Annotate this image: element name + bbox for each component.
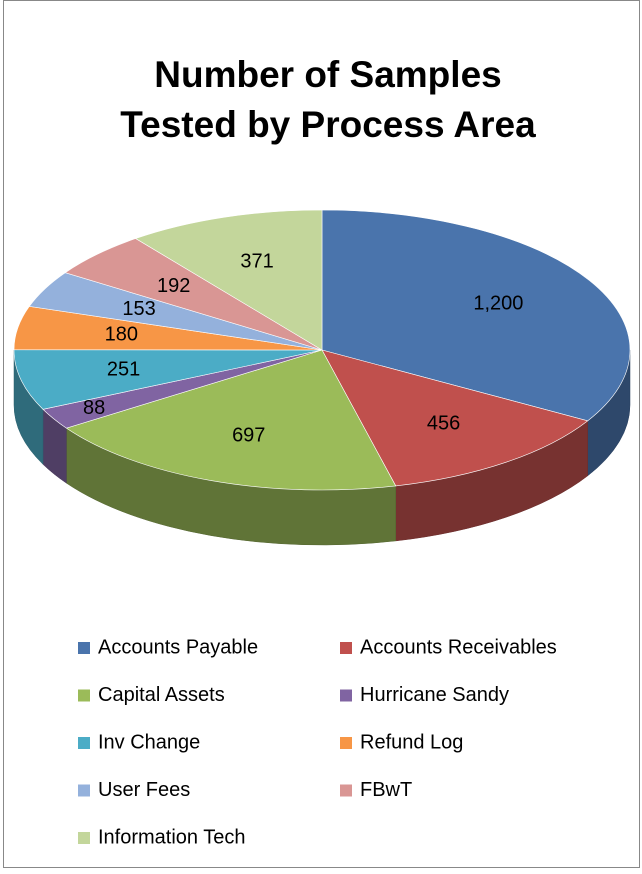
legend-label: Accounts Payable xyxy=(98,636,258,658)
legend-label: Refund Log xyxy=(360,731,463,753)
legend-swatch xyxy=(78,642,90,654)
slice xyxy=(65,349,397,491)
data-label: 1,200 xyxy=(473,292,523,314)
slice xyxy=(13,349,323,410)
slice xyxy=(134,209,323,351)
data-label: 697 xyxy=(232,424,265,446)
legend-swatch xyxy=(78,689,90,702)
legend-swatch xyxy=(340,737,352,749)
slice xyxy=(321,349,589,487)
data-label: 88 xyxy=(83,397,105,419)
chart-title: Number of Samples xyxy=(154,54,501,95)
data-label: 153 xyxy=(122,298,155,320)
legend-label: Hurricane Sandy xyxy=(360,684,509,706)
legend-swatch xyxy=(78,784,90,797)
data-label: 371 xyxy=(240,251,273,273)
legend-swatch xyxy=(340,689,352,702)
chart-border xyxy=(3,0,640,868)
legend-label: FBwT xyxy=(360,779,412,801)
legend-swatch xyxy=(340,642,352,654)
data-label: 192 xyxy=(157,275,190,297)
legend-swatch xyxy=(340,784,352,797)
legend-label: Accounts Receivables xyxy=(360,636,557,658)
legend-swatch xyxy=(78,737,90,749)
slice xyxy=(321,209,631,422)
chart-title: Tested by Process Area xyxy=(120,104,536,145)
data-label: 180 xyxy=(105,324,138,346)
legend-label: User Fees xyxy=(98,779,190,801)
data-label: 456 xyxy=(427,412,460,434)
legend-label: Information Tech xyxy=(98,826,246,848)
legend-swatch xyxy=(78,832,90,844)
legend-label: Inv Change xyxy=(98,731,200,753)
data-label: 251 xyxy=(107,358,140,380)
legend-label: Capital Assets xyxy=(98,684,225,706)
